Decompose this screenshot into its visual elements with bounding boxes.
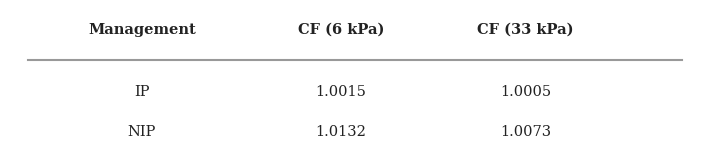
Text: 1.0015: 1.0015	[315, 85, 366, 99]
Text: IP: IP	[134, 85, 150, 99]
Text: NIP: NIP	[128, 125, 156, 139]
Text: CF (33 kPa): CF (33 kPa)	[477, 23, 574, 37]
Text: 1.0073: 1.0073	[500, 125, 551, 139]
Text: CF (6 kPa): CF (6 kPa)	[297, 23, 384, 37]
Text: 1.0005: 1.0005	[500, 85, 551, 99]
Text: 1.0132: 1.0132	[315, 125, 366, 139]
Text: Management: Management	[88, 23, 196, 37]
